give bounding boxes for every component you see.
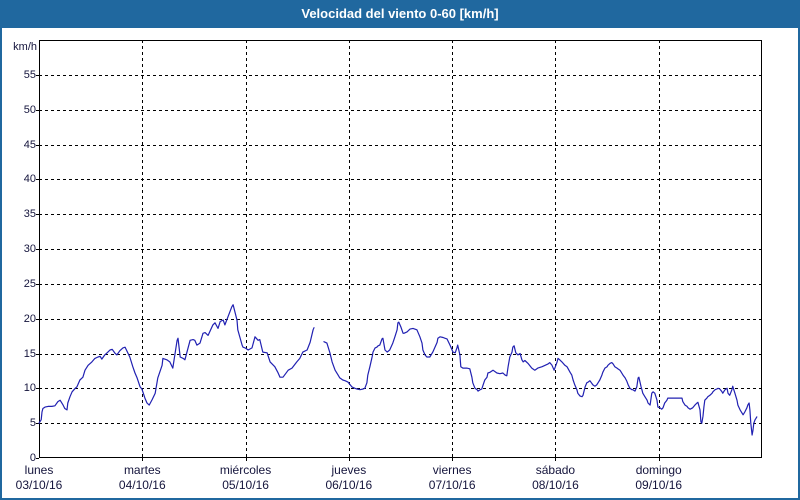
- day-name: sábado: [535, 463, 576, 477]
- day-name: jueves: [331, 463, 367, 477]
- day-date: 08/10/16: [532, 478, 579, 492]
- x-day-label: domingo 09/10/16: [609, 463, 709, 493]
- title-bar: Velocidad del viento 0-60 [km/h]: [0, 0, 800, 28]
- x-day-label: jueves 06/10/16: [299, 463, 399, 493]
- y-axis-unit-label: km/h: [13, 41, 37, 53]
- day-date: 04/10/16: [118, 478, 166, 492]
- day-date: 03/10/16: [15, 478, 63, 492]
- day-date: 07/10/16: [428, 478, 476, 492]
- y-tick-label: 55: [23, 68, 36, 81]
- x-day-label: viernes 07/10/16: [402, 463, 502, 493]
- x-day-label: martes 04/10/16: [92, 463, 192, 493]
- y-tick-label: 50: [23, 103, 36, 116]
- y-tick-label: 0: [29, 452, 36, 464]
- x-day-label: sábado 08/10/16: [505, 463, 605, 493]
- day-date: 09/10/16: [635, 478, 683, 492]
- y-tick-label: 25: [23, 277, 36, 290]
- wind-speed-line: [38, 304, 315, 424]
- day-name: viernes: [432, 463, 472, 477]
- y-tick-label: 45: [23, 138, 36, 151]
- day-name: domingo: [635, 463, 682, 477]
- y-tick-label: 35: [23, 208, 36, 221]
- chart-title: Velocidad del viento 0-60 [km/h]: [301, 6, 499, 21]
- y-tick-label: 10: [23, 382, 36, 395]
- y-tick-label: 20: [23, 312, 36, 325]
- y-tick-label: 30: [23, 243, 36, 255]
- x-day-label: lunes 03/10/16: [0, 463, 89, 493]
- y-tick-label: 15: [23, 347, 36, 360]
- y-tick-label: 5: [29, 417, 36, 430]
- plot-border: [39, 40, 762, 458]
- day-date: 05/10/16: [222, 478, 269, 492]
- day-name: martes: [123, 463, 161, 477]
- day-name: lunes: [24, 463, 54, 477]
- x-day-label: miércoles 05/10/16: [196, 463, 296, 493]
- day-date: 06/10/16: [325, 478, 373, 492]
- y-tick-label: 40: [23, 173, 36, 186]
- wind-speed-line: [323, 321, 758, 436]
- day-name: miércoles: [219, 463, 272, 477]
